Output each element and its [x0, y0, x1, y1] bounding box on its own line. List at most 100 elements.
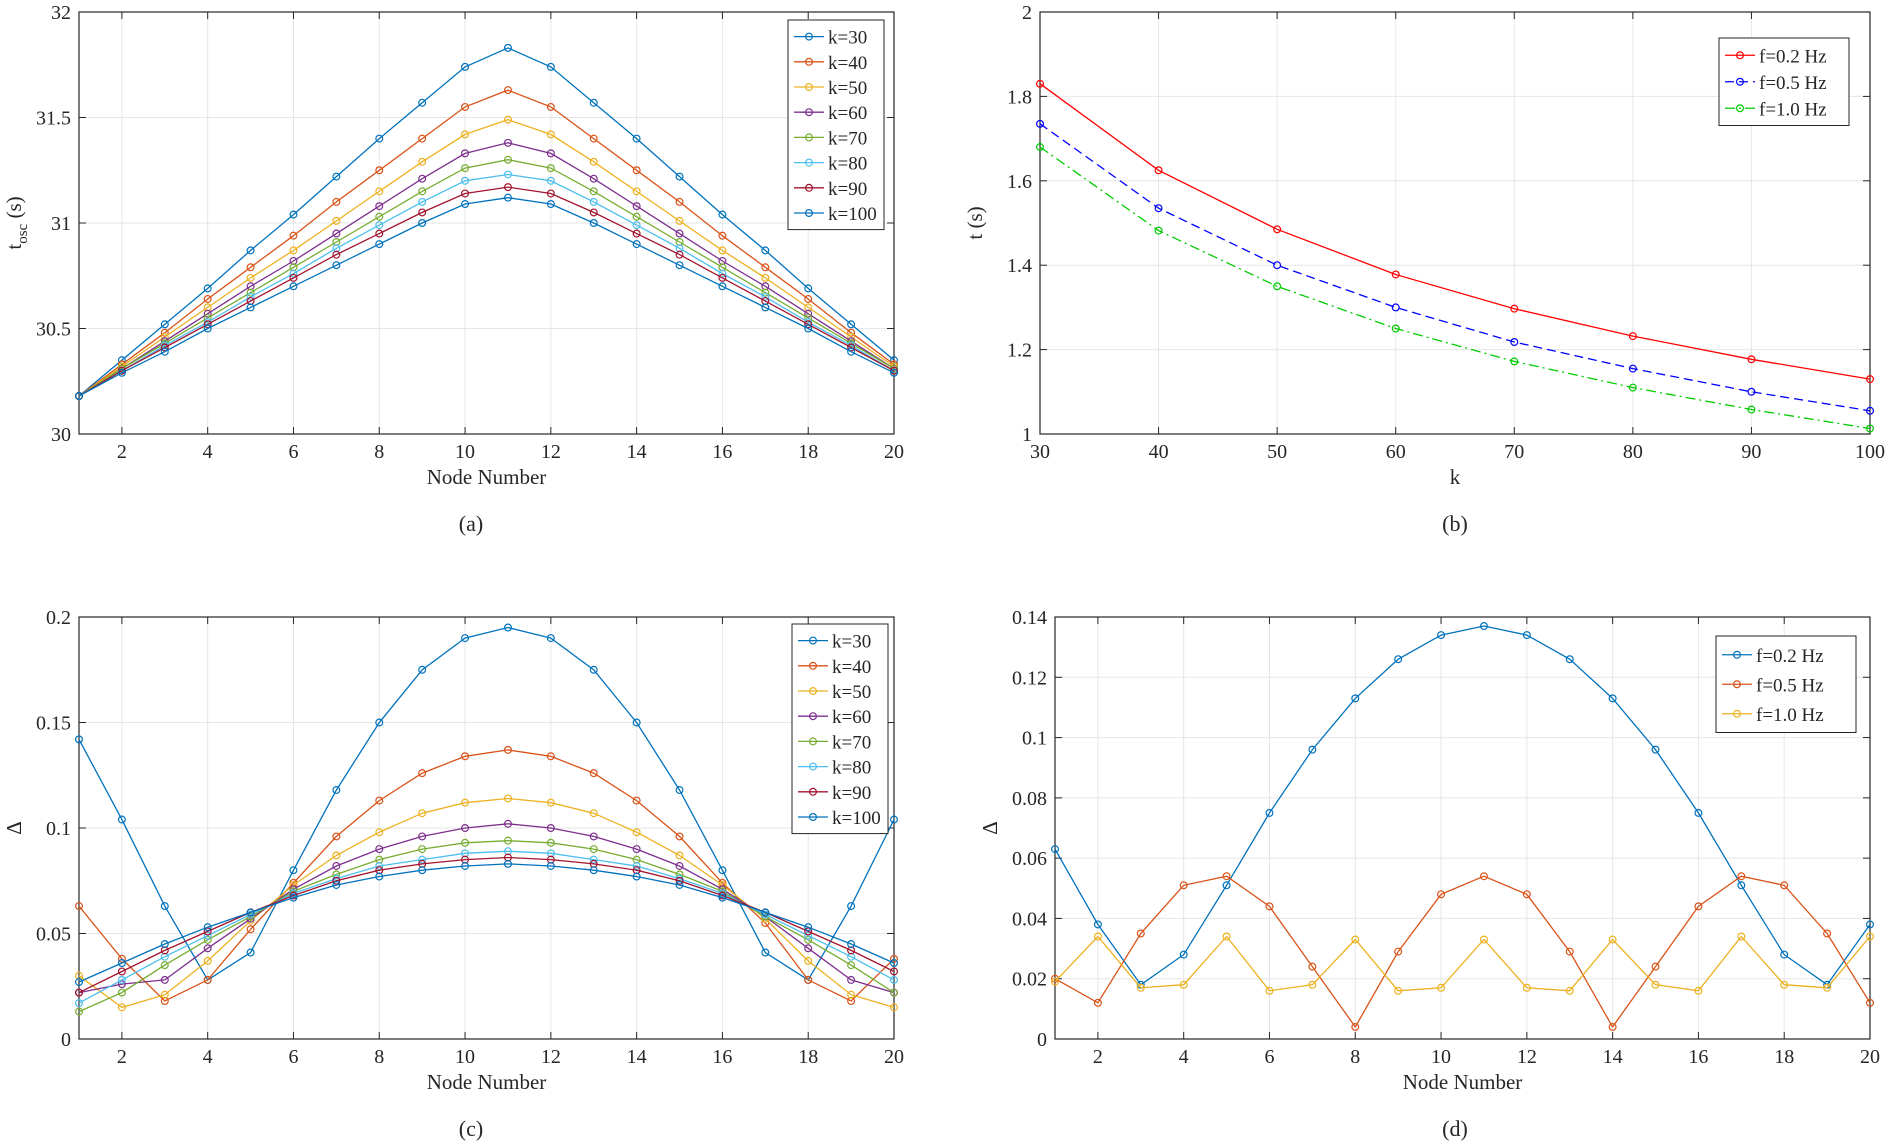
data-point	[1050, 977, 1059, 986]
data-point	[375, 166, 384, 175]
x-tick-label: 6	[288, 441, 298, 463]
data-point	[160, 961, 169, 970]
data-point	[503, 183, 512, 192]
legend-marker	[804, 32, 813, 41]
data-point	[632, 718, 641, 727]
panel-c: 2 4 6 8 10 12 14 16 18 20 0 0.05 0.1 0.15 0.2 Node Numb…	[2, 607, 904, 1094]
data-point	[289, 282, 298, 291]
x-tick-label: 2	[1093, 1046, 1103, 1068]
data-point	[718, 891, 727, 900]
data-point	[1222, 932, 1231, 941]
x-tick-label: 90	[1741, 441, 1761, 463]
data-point	[203, 975, 212, 984]
legend-marker	[804, 133, 813, 142]
data-point	[246, 925, 255, 934]
data-point	[1694, 986, 1703, 995]
data-point	[1035, 119, 1044, 128]
y-tick-label: 31	[51, 213, 71, 235]
legend-label: f=0.5 Hz	[1759, 73, 1827, 94]
data-point	[1628, 364, 1637, 373]
data-point	[889, 368, 898, 377]
data-point	[375, 229, 384, 238]
data-point	[289, 246, 298, 255]
data-point	[1865, 375, 1874, 384]
data-point	[246, 246, 255, 255]
data-point	[804, 931, 813, 940]
x-tick-label: 40	[1149, 441, 1169, 463]
data-point	[1136, 929, 1145, 938]
data-point	[461, 189, 470, 198]
series-k=70	[74, 836, 898, 1016]
x-axis-label: Node Number	[1403, 1070, 1523, 1094]
data-point	[203, 284, 212, 293]
legend-marker	[804, 209, 813, 218]
y-tick-label: 32	[51, 2, 71, 24]
data-point	[632, 202, 641, 211]
data-point	[632, 828, 641, 837]
data-point	[1737, 932, 1746, 941]
data-point	[804, 324, 813, 333]
data-point	[332, 172, 341, 181]
data-point	[1437, 890, 1446, 899]
x-tick-label: 4	[1179, 1046, 1189, 1068]
y-tick-label: 1.6	[1007, 171, 1032, 193]
y-tick-label: 0	[1037, 1029, 1047, 1051]
y-tick-label: 0.05	[36, 924, 71, 946]
x-tick-label: 60	[1386, 441, 1406, 463]
data-point	[889, 1003, 898, 1012]
data-point	[117, 959, 126, 968]
data-point	[675, 197, 684, 206]
data-point	[546, 634, 555, 643]
data-point	[1651, 962, 1660, 971]
data-point	[246, 288, 255, 297]
data-point	[74, 978, 83, 987]
data-point	[1093, 998, 1102, 1007]
y-tick-label: 30.5	[36, 319, 71, 341]
series-f=1.0 Hz	[1035, 143, 1874, 433]
data-point	[718, 269, 727, 278]
data-point	[632, 166, 641, 175]
data-point	[589, 809, 598, 818]
series-f=0.5 Hz	[1035, 119, 1874, 415]
series-line	[78, 47, 895, 397]
data-point	[632, 229, 641, 238]
data-point	[375, 202, 384, 211]
data-point	[632, 861, 641, 870]
data-point	[503, 794, 512, 803]
x-tick-label: 16	[712, 1046, 732, 1068]
series-f=0.2 Hz	[1050, 622, 1874, 989]
data-point	[546, 102, 555, 111]
data-point	[117, 368, 126, 377]
data-point	[718, 889, 727, 898]
data-point	[246, 303, 255, 312]
data-point	[461, 861, 470, 870]
data-point	[1391, 303, 1400, 312]
data-point	[1823, 983, 1832, 992]
data-point	[589, 855, 598, 864]
series-f=1.0 Hz	[1050, 932, 1874, 995]
x-tick-label: 2	[117, 441, 127, 463]
data-point	[546, 798, 555, 807]
data-point	[289, 866, 298, 875]
data-point	[589, 845, 598, 854]
data-point	[718, 893, 727, 902]
data-point	[675, 172, 684, 181]
data-point	[847, 990, 856, 999]
data-point	[203, 923, 212, 932]
data-point	[1265, 808, 1274, 817]
data-point	[332, 250, 341, 259]
data-point	[1154, 166, 1163, 175]
data-point	[804, 944, 813, 953]
data-point	[332, 229, 341, 238]
x-tick-label: 6	[1264, 1046, 1274, 1068]
data-point	[546, 861, 555, 870]
data-point	[804, 294, 813, 303]
caption-d: (d)	[1442, 1116, 1468, 1141]
legend-marker	[804, 108, 813, 117]
y-tick-label: 0.15	[36, 713, 71, 735]
data-point	[804, 927, 813, 936]
data-point	[503, 193, 512, 202]
data-point	[117, 975, 126, 984]
data-point	[1222, 872, 1231, 881]
